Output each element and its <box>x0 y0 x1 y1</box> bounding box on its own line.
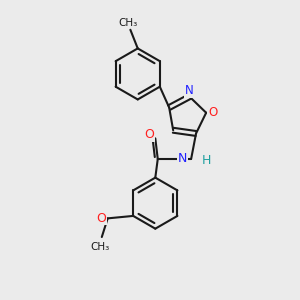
Text: CH₃: CH₃ <box>91 242 110 252</box>
Text: O: O <box>145 128 154 141</box>
Text: H: H <box>202 154 211 167</box>
Text: N: N <box>185 84 194 97</box>
Text: O: O <box>208 106 217 119</box>
Text: O: O <box>96 212 106 225</box>
Text: N: N <box>178 152 187 166</box>
Text: CH₃: CH₃ <box>118 18 137 28</box>
